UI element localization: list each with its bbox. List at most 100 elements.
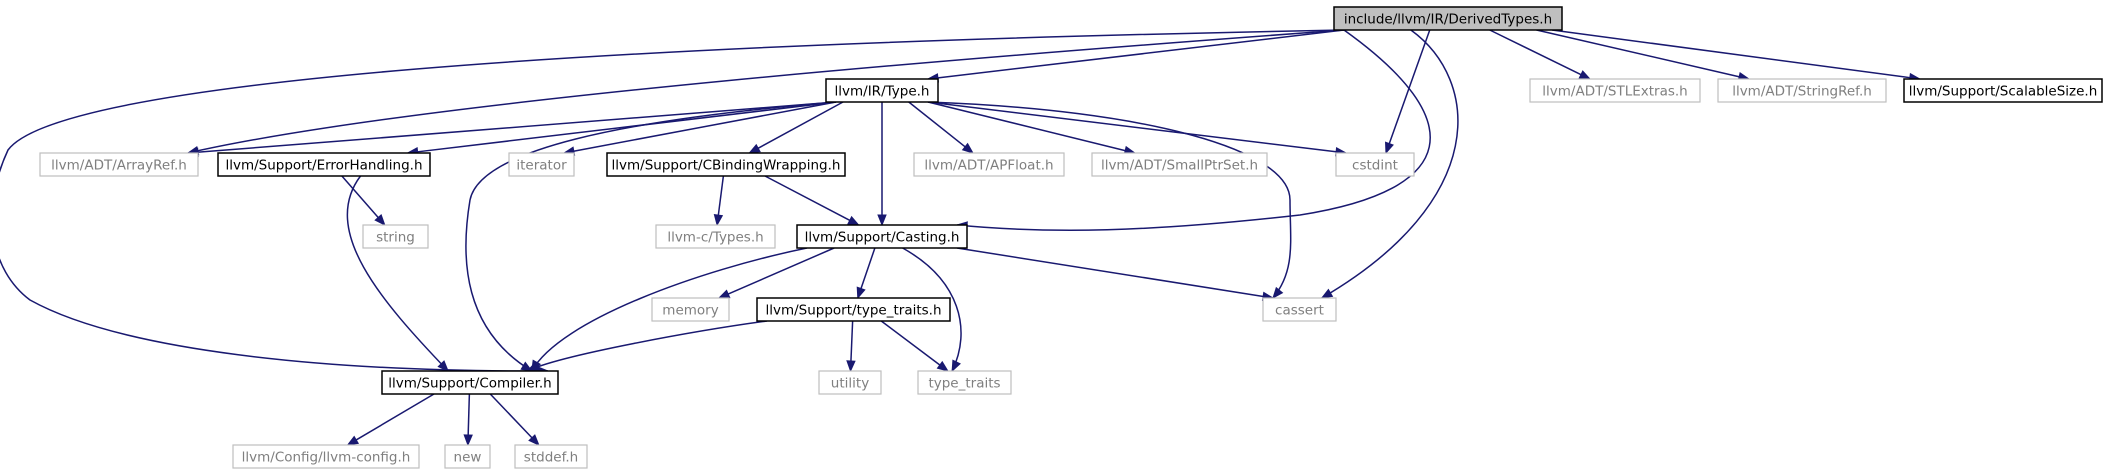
arrowhead-derived-to-stlextras <box>1578 70 1592 80</box>
node-ctypes: llvm-c/Types.h <box>655 224 776 249</box>
node-llvmconfig: llvm/Config/llvm-config.h <box>232 444 420 469</box>
edge-derived-to-arrayref <box>187 29 1345 154</box>
arrowhead-casting-to-memory <box>717 289 731 299</box>
node-box-stddef <box>514 444 588 469</box>
node-casting[interactable]: llvm/Support/Casting.h <box>796 224 968 249</box>
edge-type-to-arrayref <box>196 101 837 154</box>
node-memory: memory <box>651 297 730 322</box>
edge-type-to-smallptrset <box>927 101 1127 152</box>
edge-casting-to-typetraitsh <box>859 247 876 290</box>
edge-type-to-cassert <box>927 101 1292 299</box>
node-label-stddef: stddef.h <box>524 450 578 466</box>
arrowhead-cbinding-to-ctypes <box>713 213 724 227</box>
edge-derived-to-stringref <box>1536 29 1741 78</box>
arrowhead-compiler-to-stddef <box>528 434 540 446</box>
node-label-errorhandling: llvm/Support/ErrorHandling.h <box>225 158 422 174</box>
node-box-smallptrset <box>1091 152 1268 177</box>
node-box-derived <box>1333 6 1563 31</box>
node-label-cstdint: cstdint <box>1352 158 1398 174</box>
edge-casting-to-memory <box>726 247 835 296</box>
node-string: string <box>362 224 429 249</box>
node-apfloat: llvm/ADT/APFloat.h <box>913 152 1065 177</box>
edge-errorhandling-to-compiler <box>346 175 449 372</box>
node-label-stlextras: llvm/ADT/STLExtras.h <box>1542 84 1687 100</box>
node-scalable[interactable]: llvm/Support/ScalableSize.h <box>1903 78 2103 103</box>
edge-typetraitsh-to-type_traits <box>880 320 942 367</box>
node-cbinding[interactable]: llvm/Support/CBindingWrapping.h <box>606 152 846 177</box>
node-label-derived: include/llvm/IR/DerivedTypes.h <box>1344 12 1552 28</box>
arrowhead-casting-to-typetraitsh <box>856 286 866 300</box>
arrowhead-type-to-apfloat <box>961 142 975 154</box>
node-label-arrayref: llvm/ADT/ArrayRef.h <box>51 158 187 174</box>
edge-cbinding-to-ctypes <box>717 175 725 217</box>
edge-type-to-errorhandling <box>416 101 837 153</box>
arrowhead-derived-to-cassert <box>1320 288 1334 299</box>
node-stlextras: llvm/ADT/STLExtras.h <box>1529 78 1701 103</box>
arrowhead-errorhandling-to-string <box>374 213 386 227</box>
node-box-typetraitsh <box>756 297 951 322</box>
edge-typetraitsh-to-compiler <box>527 320 768 372</box>
edge-typetraitsh-to-utility <box>850 320 854 363</box>
arrowhead-casting-to-type_traits <box>951 359 961 373</box>
arrowhead-compiler-to-llvmconfig <box>346 435 360 446</box>
arrowhead-errorhandling-to-compiler <box>437 360 450 372</box>
node-label-new: new <box>454 450 482 466</box>
nodes-layer: include/llvm/IR/DerivedTypes.h llvm/IR/Ty… <box>39 6 2103 469</box>
node-compiler[interactable]: llvm/Support/Compiler.h <box>381 370 559 395</box>
node-label-smallptrset: llvm/ADT/SmallPtrSet.h <box>1101 158 1258 174</box>
node-typetraitsh[interactable]: llvm/Support/type_traits.h <box>756 297 951 322</box>
node-label-scalable: llvm/Support/ScalableSize.h <box>1909 84 2098 100</box>
node-label-cbinding: llvm/Support/CBindingWrapping.h <box>612 158 841 174</box>
edge-casting-to-type_traits <box>902 247 962 372</box>
edge-casting-to-compiler <box>531 247 808 372</box>
node-iterator: iterator <box>508 152 575 177</box>
node-new: new <box>444 444 491 469</box>
node-type[interactable]: llvm/IR/Type.h <box>825 78 939 103</box>
edge-casting-to-cassert <box>956 247 1265 298</box>
node-box-cbinding <box>606 152 846 177</box>
node-box-compiler <box>381 370 559 395</box>
node-label-iterator: iterator <box>516 158 567 174</box>
node-box-llvmconfig <box>232 444 420 469</box>
node-box-scalable <box>1903 78 2103 103</box>
edge-derived-to-type <box>936 29 1345 79</box>
node-box-cstdint <box>1335 152 1415 177</box>
arrowhead-derived-to-cstdint <box>1385 141 1394 155</box>
node-smallptrset: llvm/ADT/SmallPtrSet.h <box>1091 152 1268 177</box>
node-type_traits: type_traits <box>917 370 1012 395</box>
arrowhead-typetraitsh-to-utility <box>846 360 856 373</box>
edge-errorhandling-to-string <box>341 175 380 219</box>
arrowhead-type-to-cbinding <box>748 143 761 154</box>
node-box-type <box>825 78 939 103</box>
node-box-errorhandling <box>217 152 431 177</box>
edge-derived-to-scalable <box>1551 29 1911 79</box>
node-arrayref: llvm/ADT/ArrayRef.h <box>39 152 199 177</box>
edge-compiler-to-new <box>467 393 471 437</box>
edge-derived-to-cstdint <box>1388 29 1431 145</box>
node-label-memory: memory <box>662 303 718 319</box>
arrowhead-cbinding-to-casting <box>847 215 860 226</box>
node-box-string <box>362 224 429 249</box>
node-label-casting: llvm/Support/Casting.h <box>805 230 960 246</box>
edge-derived-to-cassert <box>1321 29 1459 299</box>
node-label-apfloat: llvm/ADT/APFloat.h <box>924 158 1053 174</box>
node-cstdint: cstdint <box>1335 152 1415 177</box>
edge-type-to-iterator <box>572 101 837 153</box>
edge-derived-to-compiler <box>0 29 1345 372</box>
node-box-type_traits <box>917 370 1012 395</box>
edge-derived-to-stlextras <box>1489 29 1583 76</box>
arrowhead-type-to-cassert <box>1272 286 1284 300</box>
node-cassert: cassert <box>1262 297 1337 322</box>
node-label-compiler: llvm/Support/Compiler.h <box>388 376 551 392</box>
edge-compiler-to-llvmconfig <box>354 393 435 442</box>
node-errorhandling[interactable]: llvm/Support/ErrorHandling.h <box>217 152 431 177</box>
node-box-stringref <box>1717 78 1887 103</box>
edge-derived-to-casting <box>956 29 1431 232</box>
node-label-type_traits: type_traits <box>928 376 1000 392</box>
node-derived[interactable]: include/llvm/IR/DerivedTypes.h <box>1333 6 1563 31</box>
node-box-utility <box>818 370 882 395</box>
node-box-stlextras <box>1529 78 1701 103</box>
node-label-cassert: cassert <box>1275 303 1324 319</box>
edge-compiler-to-stddef <box>489 393 534 440</box>
